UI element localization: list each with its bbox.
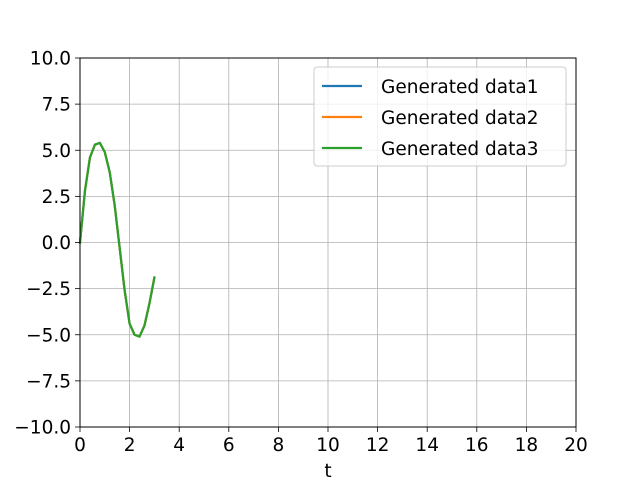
y-tick-label: 5.0 — [42, 141, 71, 162]
y-axis-ticks: 10.0 7.5 5.0 2.5 0.0 −2.5 −5.0 −7.5 −10.0 — [14, 49, 80, 439]
x-axis-label: t — [324, 461, 331, 480]
x-tick-label: 4 — [173, 435, 185, 456]
series-line-1 — [78, 141, 156, 338]
x-tick-label: 0 — [74, 435, 86, 456]
y-tick-label: −10.0 — [14, 418, 71, 439]
y-tick-label: −5.0 — [26, 325, 71, 346]
legend-box — [313, 66, 567, 167]
legend-label-1: Generated data1 — [381, 77, 538, 98]
legend: Generated data1 Generated data2 Generated … — [313, 66, 567, 167]
x-tick-label: 18 — [515, 435, 539, 456]
y-tick-label: 10.0 — [30, 49, 71, 70]
x-tick-label: 8 — [273, 435, 285, 456]
x-tick-label: 2 — [124, 435, 136, 456]
y-tick-label: −7.5 — [26, 371, 71, 392]
x-tick-label: 14 — [415, 435, 439, 456]
x-axis-ticks: 0 2 4 6 8 10 12 14 16 18 20 — [74, 427, 588, 456]
series-lines — [78, 141, 156, 338]
x-tick-label: 20 — [564, 435, 588, 456]
x-tick-label: 6 — [223, 435, 235, 456]
legend-label-2: Generated data2 — [381, 108, 538, 129]
y-tick-label: −2.5 — [26, 279, 71, 300]
series-line-2 — [78, 141, 156, 338]
y-tick-label: 0.0 — [42, 233, 71, 254]
x-tick-label: 16 — [465, 435, 489, 456]
legend-label-3: Generated data3 — [381, 139, 538, 160]
x-tick-label: 12 — [366, 435, 390, 456]
x-tick-label: 10 — [316, 435, 340, 456]
series-line-3 — [78, 141, 156, 338]
y-tick-label: 2.5 — [42, 187, 71, 208]
y-tick-label: 7.5 — [42, 95, 71, 116]
